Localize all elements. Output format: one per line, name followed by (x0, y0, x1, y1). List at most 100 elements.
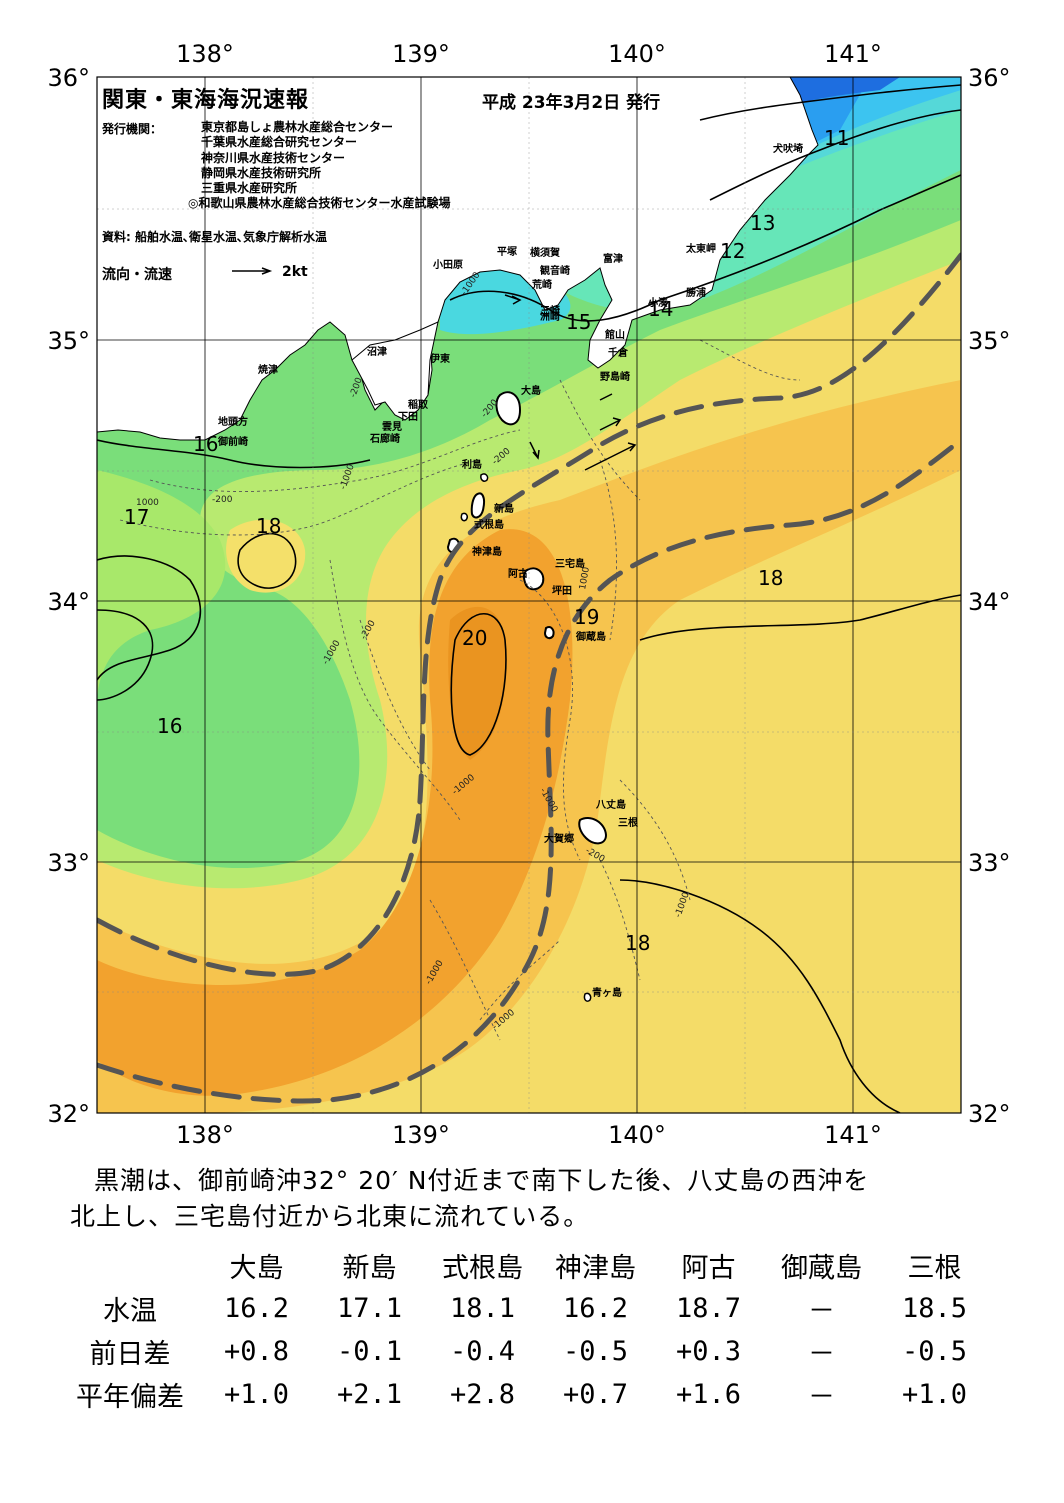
issuer-item: ◎和歌山県農林水産総合技術センター水産試験場 (188, 196, 451, 211)
depth-label: 1000 (136, 498, 159, 508)
island-hachijojima (578, 816, 608, 845)
place-label: 坪田 (552, 584, 572, 597)
place-label: 式根島 (474, 518, 504, 531)
place-label: 稲取 (408, 398, 429, 411)
island-toshima (480, 473, 489, 482)
place-label: 大島 (521, 384, 541, 397)
table-cell: 18.1 (449, 1293, 516, 1324)
place-label: 焼津 (258, 363, 278, 376)
island-oshima (495, 391, 522, 426)
lon-label-top: 141° (824, 40, 882, 68)
table-cell: 18.7 (675, 1293, 742, 1324)
table-cell: 18.5 (901, 1293, 968, 1324)
isotherm-labels: 11 12 13 14 15 16 16 17 18 18 18 19 20 (124, 126, 849, 955)
issuer-item: 三重県水産研究所 (201, 181, 298, 196)
isotherm-label: 16 (157, 714, 182, 738)
isotherm-label: 18 (625, 931, 650, 955)
issuer-label: 発行機関： (102, 122, 163, 136)
lat-label-left: 32° (47, 1100, 90, 1128)
lon-label-bottom: 141° (824, 1121, 882, 1149)
sea-20-core (448, 606, 507, 760)
isotherm-label: 19 (574, 605, 599, 629)
isotherm-label: 17 (124, 505, 149, 529)
place-label: 富津 (603, 252, 623, 265)
table-row: 前日差 +0.8 -0.1 -0.4 -0.5 +0.3 － -0.5 (60, 1330, 991, 1373)
island-shikinejima (460, 512, 468, 522)
place-labels: 犬吠埼 太東岬 勝浦 小湊 館山 千倉 野島崎 洲崎 富津 観音崎 荒崎 三崎 … (217, 142, 803, 999)
sea-17-band (97, 470, 226, 700)
minor-grid (97, 77, 961, 1113)
table-cell: － (808, 1382, 835, 1413)
table-cell: 17.1 (336, 1293, 403, 1324)
table-cell: 16.2 (562, 1293, 629, 1324)
lat-label-right: 32° (968, 1100, 1011, 1128)
place-label: 御前崎 (217, 435, 248, 448)
row-label: 前日差 (89, 1339, 171, 1370)
table-cell: － (808, 1339, 835, 1370)
isotherm-label: 18 (758, 566, 783, 590)
table-cell: +1.6 (675, 1379, 742, 1410)
sea-13-zone (720, 77, 961, 200)
kuroshio-summary: 黒潮は、御前崎沖32° 20′ N付近まで南下した後、八丈島の西沖を 北上し、三… (70, 1163, 1010, 1235)
place-label: 石廊崎 (369, 432, 400, 445)
summary-line: 北上し、三宅島付近から北東に流れている。 (70, 1202, 590, 1231)
place-label: 横須賀 (530, 246, 560, 259)
table-cell: － (808, 1296, 835, 1327)
table-cell: +1.0 (901, 1379, 968, 1410)
flow-legend-scale: 2kt (282, 264, 308, 280)
island-mikurajima (543, 626, 555, 640)
lat-label-left: 33° (47, 849, 90, 877)
table-cell: +2.1 (336, 1379, 403, 1410)
station-header: 式根島 (442, 1253, 523, 1284)
station-header: 新島 (342, 1253, 397, 1284)
place-label: 荒崎 (531, 278, 552, 291)
place-label: 三根 (618, 816, 638, 829)
table-cell: +0.7 (562, 1379, 629, 1410)
place-label: 伊東 (429, 352, 450, 365)
isotherm-label: 16 (193, 432, 218, 456)
place-label: 館山 (604, 328, 625, 341)
issue-date: 平成 23年3月2日 発行 (482, 93, 661, 113)
island-niijima (470, 492, 486, 519)
issuer-item: 神奈川県水産技術センター (201, 150, 346, 165)
table-cell: 16.2 (223, 1293, 290, 1324)
lat-label-right: 34° (968, 588, 1011, 616)
kuroshio-axis (97, 252, 961, 1104)
place-label: 大賀郷 (544, 832, 574, 845)
isotherm-label: 15 (566, 310, 591, 334)
table-cell: -0.5 (562, 1336, 629, 1367)
island-miyakejima (522, 567, 545, 591)
issuer-item: 静岡県水産技術研究所 (201, 165, 322, 180)
isotherm-label: 18 (256, 514, 281, 538)
island-aogashima (583, 992, 592, 1002)
table-cell: +1.0 (223, 1379, 290, 1410)
izu-peninsula (351, 321, 439, 421)
place-label: 神津島 (472, 545, 502, 558)
place-label: 新島 (494, 502, 514, 515)
bulletin-title: 関東・東海海況速報 (102, 88, 310, 113)
issuer-item: 千葉県水産総合研究センター (201, 135, 358, 150)
station-header: 御蔵島 (781, 1253, 862, 1284)
flow-arrows (232, 267, 637, 471)
place-label: 犬吠埼 (773, 142, 803, 155)
place-label: 野島崎 (600, 370, 630, 383)
place-label: 三崎 (540, 304, 560, 317)
row-label: 水温 (103, 1296, 157, 1327)
lat-label-left: 35° (47, 327, 90, 355)
isotherm-label: 11 (824, 126, 849, 150)
lat-label-right: 35° (968, 327, 1011, 355)
sea-temperature-map: 138° 139° 140° 141° 138° 139° 140° 141° … (47, 40, 1011, 1149)
place-label: 八丈島 (595, 798, 626, 811)
table-cell: -0.1 (336, 1336, 403, 1367)
place-label: 千倉 (608, 346, 629, 359)
place-label: 三宅島 (555, 557, 585, 570)
place-label: 勝浦 (686, 286, 706, 299)
table-row: 平年偏差 +1.0 +2.1 +2.8 +0.7 +1.6 － +1.0 (60, 1373, 991, 1416)
lon-label-bottom: 138° (176, 1121, 234, 1149)
depth-label: 1000 (578, 566, 592, 591)
place-label: 洲崎 (540, 310, 560, 323)
table-cell: -0.5 (901, 1336, 968, 1367)
lon-label-bottom: 140° (608, 1121, 666, 1149)
station-header: 大島 (229, 1253, 284, 1284)
lon-label-top: 139° (392, 40, 450, 68)
